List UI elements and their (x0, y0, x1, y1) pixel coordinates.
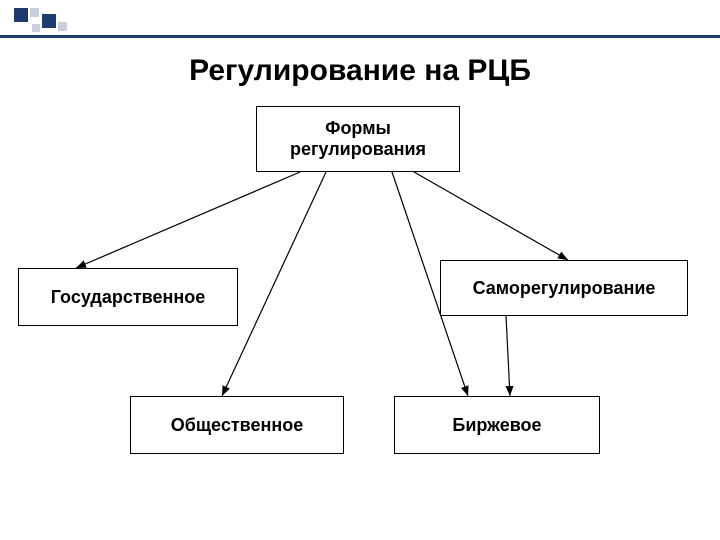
node-root-label: Формырегулирования (290, 118, 426, 160)
header-line (0, 35, 720, 38)
page-title: Регулирование на РЦБ (0, 54, 720, 88)
node-public: Общественное (130, 396, 344, 454)
header-square (32, 24, 40, 32)
node-selfreg: Саморегулирование (440, 260, 688, 316)
node-exchange-label: Биржевое (452, 415, 541, 436)
header-square (14, 8, 28, 22)
header-square (30, 8, 39, 17)
node-selfreg-label: Саморегулирование (473, 278, 656, 299)
node-public-label: Общественное (171, 415, 304, 436)
node-exchange: Биржевое (394, 396, 600, 454)
header-square (42, 14, 56, 28)
header-square (58, 22, 67, 31)
node-gov-label: Государственное (51, 287, 206, 308)
node-root: Формырегулирования (256, 106, 460, 172)
node-gov: Государственное (18, 268, 238, 326)
header-decoration (0, 0, 720, 38)
